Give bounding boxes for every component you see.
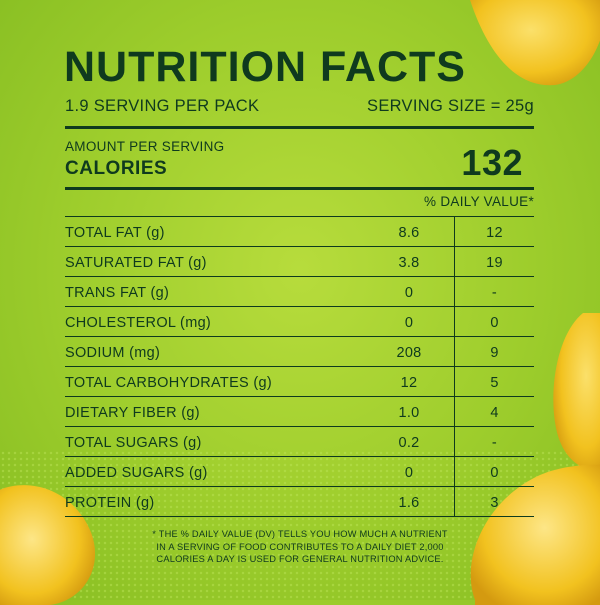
nutrient-amount: 1.0 [398,404,420,421]
nutrient-name: PROTEIN (g) [65,494,155,511]
daily-value-footnote: * THE % DAILY VALUE (DV) TELLS YOU HOW M… [0,528,600,566]
nutrient-amount: 3.8 [398,254,420,271]
nutrient-daily-value: 12 [454,217,534,246]
nutrient-amount: 0 [404,284,414,301]
nutrient-daily-value: - [454,427,534,456]
table-row: SATURATED FAT (g) 3.8 19 [65,247,534,277]
chip-bottom-right-image [470,464,600,605]
nutrient-name: CHOLESTEROL (mg) [65,314,212,331]
daily-value-header: % DAILY VALUE* [424,194,534,209]
nutrient-daily-value: 9 [454,337,534,366]
nutrient-amount: 0 [404,464,414,481]
nutrient-table: TOTAL FAT (g) 8.6 12 SATURATED FAT (g) 3… [65,216,534,517]
chip-right-middle-image [553,313,600,471]
nutrient-name: SODIUM (mg) [65,344,161,361]
servings-per-pack: 1.9 SERVING PER PACK [65,97,260,115]
nutrient-name: TOTAL FAT (g) [65,224,165,241]
table-row: ADDED SUGARS (g) 0 0 [65,457,534,487]
divider-calories [65,187,534,190]
chip-bottom-left-image [0,485,95,605]
table-row: TOTAL CARBOHYDRATES (g) 12 5 [65,367,534,397]
footnote-line: CALORIES A DAY IS USED FOR GENERAL NUTRI… [156,554,444,564]
nutrient-daily-value: 0 [454,457,534,486]
chip-top-right-image [470,0,600,86]
nutrient-daily-value: 19 [454,247,534,276]
nutrient-name: DIETARY FIBER (g) [65,404,200,421]
nutrient-amount: 12 [400,374,418,391]
table-row: SODIUM (mg) 208 9 [65,337,534,367]
serving-info: 1.9 SERVING PER PACK SERVING SIZE = 25g [65,97,534,116]
nutrient-daily-value: 3 [454,487,534,516]
nutrient-amount: 8.6 [398,224,420,241]
nutrient-name: SATURATED FAT (g) [65,254,207,271]
nutrient-amount: 0 [404,314,414,331]
amount-per-serving-label: AMOUNT PER SERVING [65,139,225,154]
table-row: TOTAL FAT (g) 8.6 12 [65,216,534,247]
calories-label: CALORIES [65,158,168,179]
nutrient-name: TOTAL CARBOHYDRATES (g) [65,374,272,391]
footnote-line: IN A SERVING OF FOOD CONTRIBUTES TO A DA… [156,541,444,552]
nutrient-amount: 1.6 [398,494,420,511]
nutrient-daily-value: 4 [454,397,534,426]
serving-size: SERVING SIZE = 25g [367,97,534,115]
table-row: CHOLESTEROL (mg) 0 0 [65,307,534,337]
table-row: TOTAL SUGARS (g) 0.2 - [65,427,534,457]
table-row: PROTEIN (g) 1.6 3 [65,487,534,517]
nutrient-name: TOTAL SUGARS (g) [65,434,202,451]
nutrient-name: ADDED SUGARS (g) [65,464,208,481]
nutrient-amount: 208 [396,344,422,361]
nutrient-amount: 0.2 [398,434,420,451]
nutrition-facts-title: NUTRITION FACTS [64,43,466,91]
nutrient-daily-value: 0 [454,307,534,336]
nutrient-name: TRANS FAT (g) [65,284,170,301]
nutrient-daily-value: 5 [454,367,534,396]
table-row: DIETARY FIBER (g) 1.0 4 [65,397,534,427]
footnote-line: * THE % DAILY VALUE (DV) TELLS YOU HOW M… [152,529,448,539]
calories-value: 132 [461,142,523,183]
nutrient-daily-value: - [454,277,534,306]
divider-top [65,126,534,129]
table-row: TRANS FAT (g) 0 - [65,277,534,307]
